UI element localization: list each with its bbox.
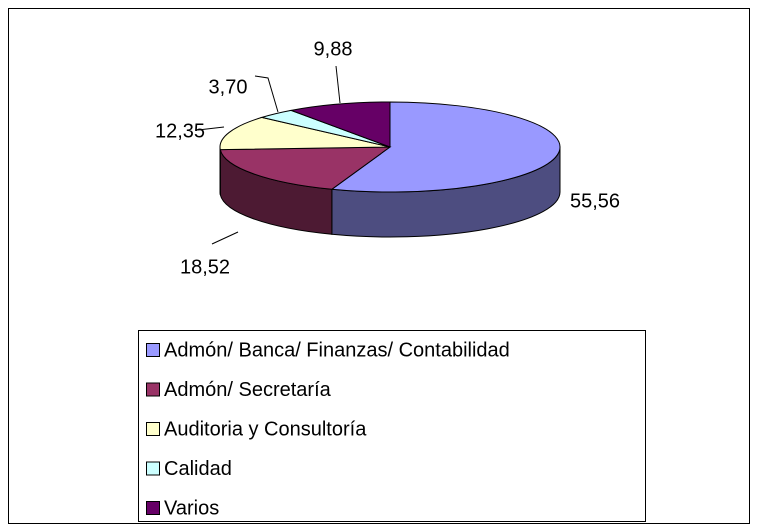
- legend-swatch: [146, 343, 160, 357]
- data-label: 12,35: [155, 120, 205, 142]
- legend-swatch: [146, 461, 160, 476]
- legend-label: Calidad: [164, 458, 232, 480]
- data-label: 18,52: [180, 256, 230, 278]
- legend-label: Auditoria y Consultoría: [164, 418, 367, 440]
- legend-label: Admón/ Banca/ Finanzas/ Contabilidad: [164, 339, 510, 361]
- legend-label: Varios: [164, 497, 219, 519]
- legend-swatch: [146, 501, 160, 515]
- leader-line: [211, 231, 239, 245]
- data-label: 9,88: [314, 38, 353, 60]
- legend-swatch: [146, 382, 160, 397]
- legend-swatch: [146, 422, 160, 436]
- leader-line: [197, 126, 225, 131]
- data-label: 3,70: [209, 76, 248, 98]
- pie-slice: [330, 101, 561, 193]
- pie-slice: [289, 101, 391, 148]
- pie-slice: [219, 146, 392, 190]
- legend-label: Admón/ Secretaría: [164, 379, 332, 401]
- leader-line: [254, 75, 279, 113]
- legend-box: [138, 330, 646, 522]
- leader-line: [335, 65, 341, 104]
- pie-slice: [219, 116, 391, 151]
- data-label: 55,56: [570, 190, 620, 212]
